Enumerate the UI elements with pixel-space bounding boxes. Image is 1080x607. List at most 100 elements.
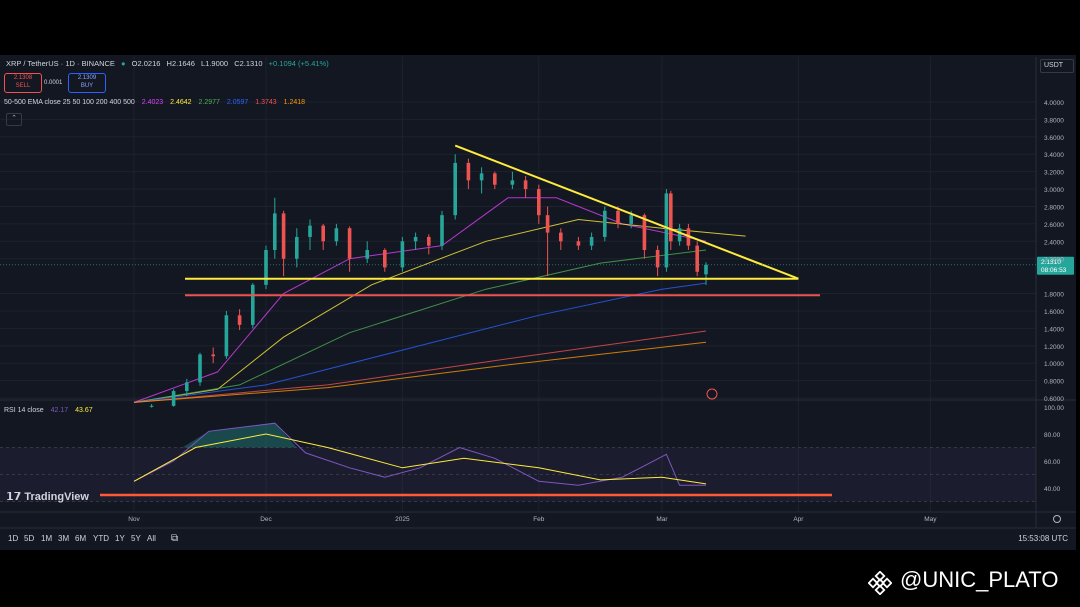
buy-label: BUY: [80, 83, 94, 89]
y-tick-label: 3.2000: [1044, 170, 1064, 177]
x-tick-label: Nov: [128, 516, 140, 523]
candle-body: [198, 354, 202, 383]
bar-countdown: 08:06:53: [1041, 267, 1067, 274]
rsi-legend[interactable]: RSI 14 close 42.17 43.67: [4, 407, 98, 414]
candle-body: [237, 315, 242, 325]
candle-body: [603, 210, 607, 237]
rsi-ma-value: 43.67: [75, 407, 93, 414]
timeframe-button[interactable]: 3M: [58, 534, 70, 543]
ohlc-close: C2.1310: [234, 59, 263, 68]
y-tick-label: 2.8000: [1044, 204, 1064, 211]
y-tick-label: 3.0000: [1044, 187, 1064, 194]
binance-icon: [868, 571, 892, 595]
ema-line: [133, 341, 707, 403]
ema-legend[interactable]: 50-500 EMA close 25 50 100 200 400 500 2…: [4, 99, 310, 106]
timeframe-button[interactable]: 1D: [8, 534, 19, 543]
timeframe-button[interactable]: 5Y: [131, 534, 141, 543]
alert-icon: [706, 388, 718, 400]
candle-body: [264, 250, 268, 285]
candle-body: [308, 225, 312, 237]
timeframe-button[interactable]: 1Y: [115, 534, 125, 543]
calendar-icon[interactable]: ⧉: [171, 533, 179, 544]
candle-body: [211, 354, 215, 357]
sell-button[interactable]: 2.1308 SELL: [4, 73, 42, 93]
candle-body: [149, 405, 154, 407]
candle-body: [334, 228, 339, 242]
rsi-tick-label: 100.00: [1044, 405, 1064, 412]
rsi-value: 42.17: [50, 407, 69, 414]
buy-price: 2.1309: [77, 75, 97, 81]
candle-body: [427, 236, 431, 246]
price-change: +0.1094 (+5.41%): [268, 59, 329, 68]
timeframe-button[interactable]: 1M: [41, 534, 53, 543]
ema-value: 1.2418: [283, 99, 306, 106]
utc-clock[interactable]: 15:53:08 UTC: [1018, 534, 1068, 543]
last-price-badge: [1037, 256, 1074, 275]
sell-label: SELL: [15, 83, 31, 89]
tradingview-logo[interactable]: 𝟭𝟳 TradingView: [6, 490, 89, 503]
watermark-text: @UNIC_PLATO: [900, 567, 1059, 592]
timeframe-button[interactable]: 6M: [75, 534, 87, 543]
live-dot-icon: ●: [121, 59, 126, 68]
y-tick-label: 0.8000: [1044, 379, 1064, 386]
candle-body: [642, 215, 647, 250]
y-tick-label: 1.4000: [1044, 326, 1064, 333]
rsi-line: [133, 422, 706, 486]
candle-body: [576, 241, 581, 246]
ema-line: [133, 218, 746, 403]
timeframe-bar: 1D 5D 1M 3M 6M YTD 1Y 5Y All ⧉ 15:53:08 …: [0, 530, 1076, 548]
y-tick-label: 1.6000: [1044, 309, 1064, 316]
candle-body: [479, 173, 484, 181]
y-tick-label: 1.0000: [1044, 361, 1064, 368]
ema-legend-label: 50-500 EMA close 25 50 100 200 400 500: [4, 99, 135, 106]
x-tick-label: Feb: [533, 516, 545, 523]
ema-line: [133, 249, 707, 403]
candle-body: [347, 228, 352, 259]
rsi-tick-label: 80.00: [1044, 432, 1061, 439]
ema-value: 2.4642: [170, 99, 192, 106]
candle-body: [171, 391, 176, 406]
candle-body: [510, 180, 515, 185]
ema-value: 2.2977: [198, 99, 220, 106]
x-tick-label: May: [924, 516, 937, 523]
symbol-name[interactable]: XRP / TetherUS · 1D · BINANCE: [6, 59, 115, 68]
y-tick-label: 4.0000: [1044, 100, 1064, 107]
y-tick-label: 3.8000: [1044, 117, 1064, 124]
x-tick-label: Apr: [793, 516, 804, 523]
rsi-legend-label: RSI 14 close: [4, 407, 44, 414]
candle-body: [185, 382, 189, 392]
tradingview-logo-icon: 𝟭𝟳: [6, 491, 22, 503]
ema-line: [133, 330, 707, 403]
y-tick-label: 0.6000: [1044, 396, 1064, 403]
candle-body: [664, 193, 669, 268]
candle-body: [273, 213, 277, 250]
collapse-legend-icon[interactable]: ⌃: [6, 113, 22, 126]
symbol-header: XRP / TetherUS · 1D · BINANCE ● O2.0216 …: [0, 57, 1036, 71]
y-tick-label: 3.6000: [1044, 135, 1064, 142]
currency-selector[interactable]: USDT: [1040, 59, 1074, 73]
rsi-tick-label: 40.00: [1044, 486, 1061, 493]
candle-body: [440, 215, 444, 246]
candle-body: [545, 215, 550, 233]
candle-body: [400, 241, 405, 268]
y-tick-label: 2.6000: [1044, 222, 1064, 229]
buy-button[interactable]: 2.1309 BUY: [68, 73, 106, 93]
rsi-ma-line: [133, 433, 707, 485]
candle-body: [453, 162, 457, 216]
tradingview-logo-text: TradingView: [24, 491, 89, 503]
rsi-overbought-fill: [182, 423, 297, 448]
y-tick-label: 1.8000: [1044, 292, 1064, 299]
timeframe-button[interactable]: YTD: [93, 534, 109, 543]
settings-gear-icon: [1053, 515, 1061, 523]
timeframe-button[interactable]: All: [147, 534, 156, 543]
x-tick-label: Dec: [260, 516, 272, 523]
candle-body: [616, 210, 620, 224]
spread-value: 0.0001: [44, 80, 63, 86]
candle-body: [523, 180, 528, 190]
timeframe-button[interactable]: 5D: [24, 534, 35, 543]
candle-body: [251, 284, 255, 325]
sell-price: 2.1308: [13, 75, 33, 81]
candle-body: [383, 250, 387, 268]
candle-body: [466, 162, 471, 181]
